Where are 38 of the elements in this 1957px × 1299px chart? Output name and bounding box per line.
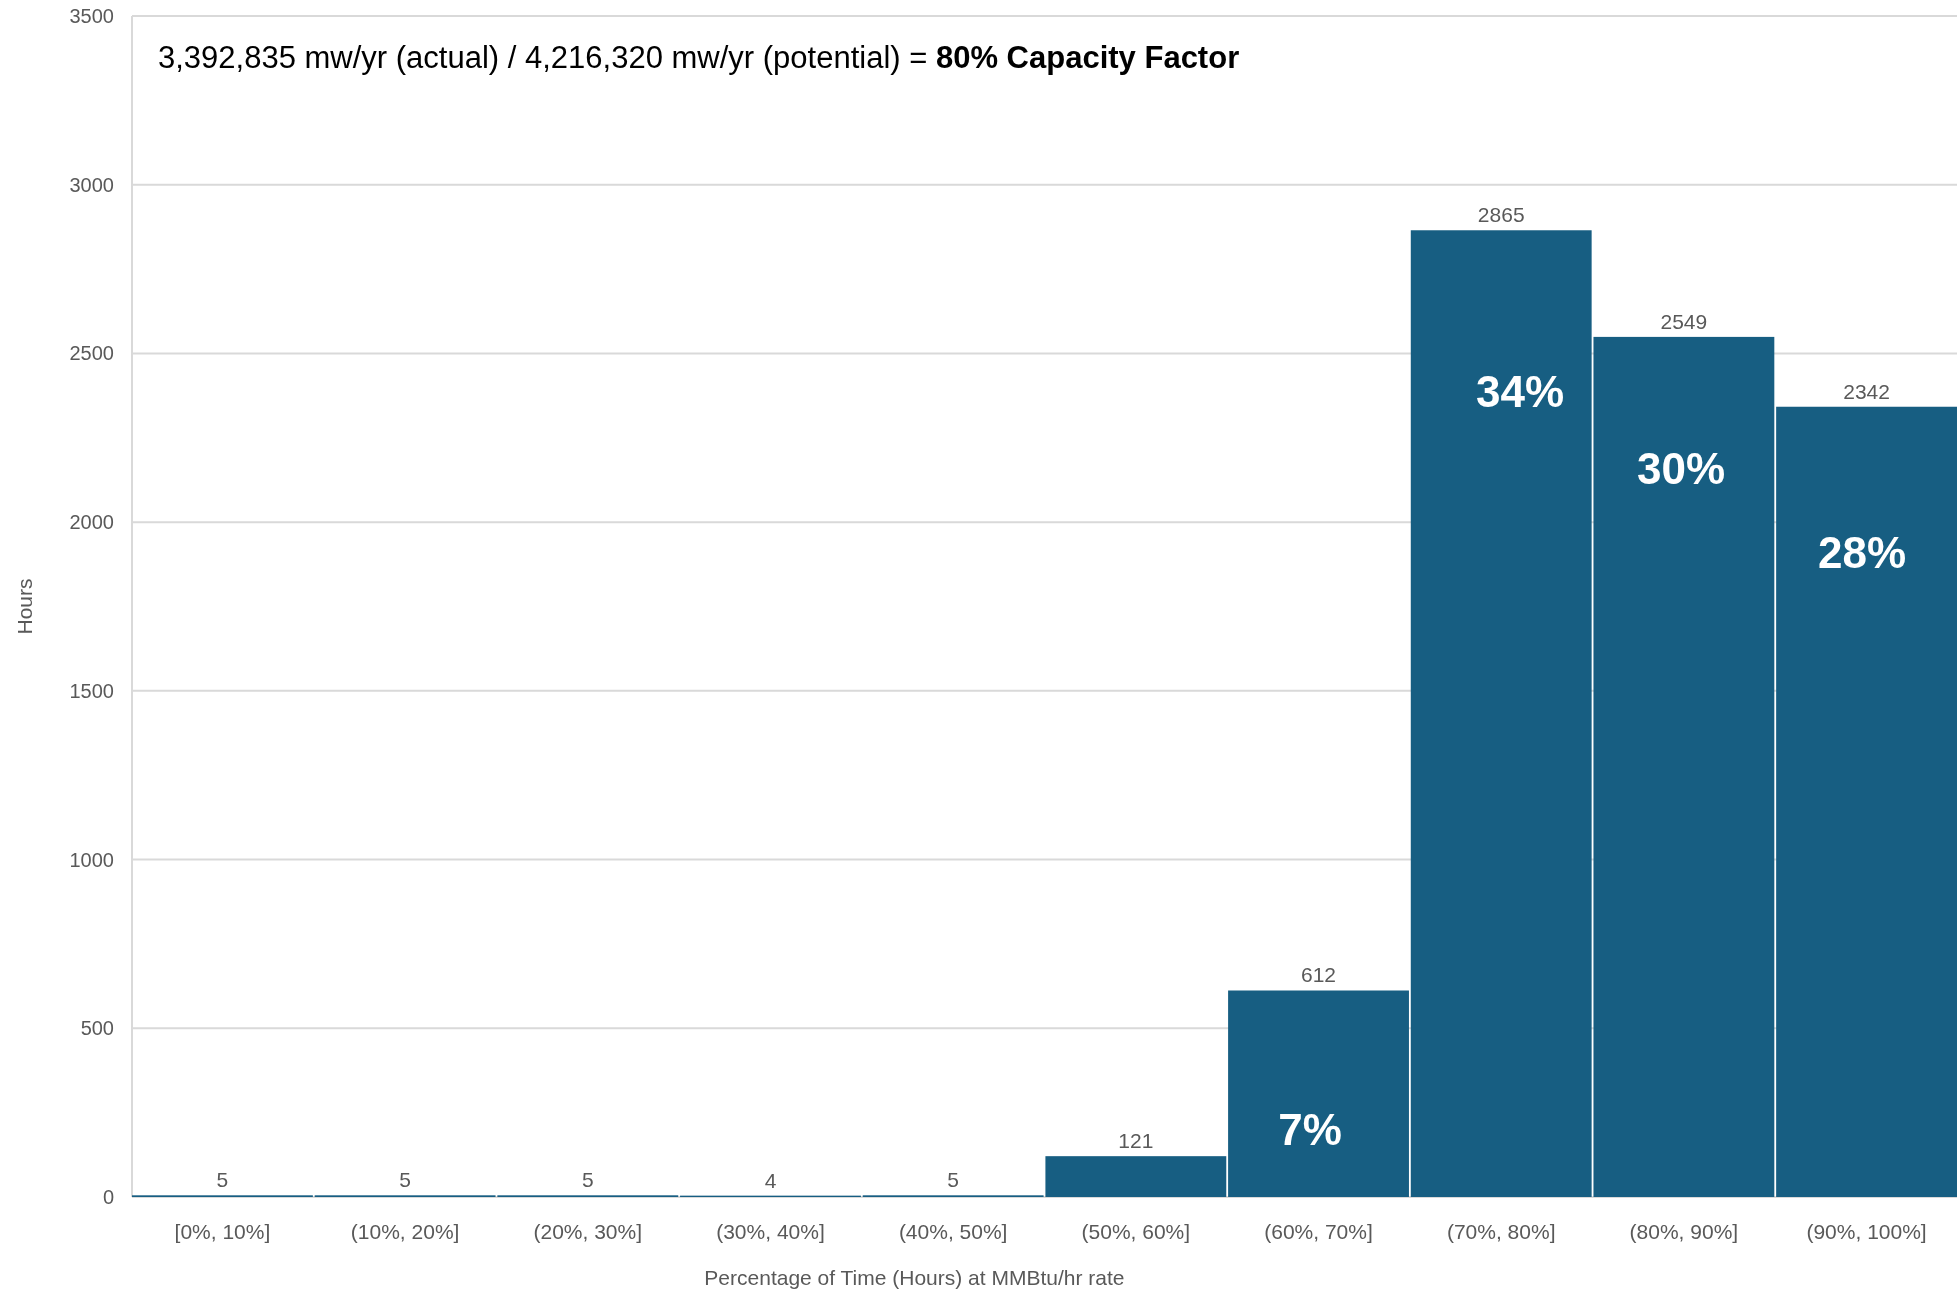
- data-label: 2342: [1843, 379, 1890, 403]
- y-tick-label: 3000: [69, 173, 114, 196]
- y-tick-label: 2500: [69, 342, 114, 365]
- data-label: 5: [947, 1168, 959, 1192]
- x-tick-label: (80%, 90%]: [1629, 1220, 1739, 1243]
- annotation: 30%: [1636, 444, 1726, 494]
- y-tick-label: 1500: [69, 679, 114, 702]
- y-axis-title: Hours: [13, 578, 36, 635]
- data-label: 2865: [1477, 203, 1525, 227]
- x-tick-label: (20%, 30%]: [533, 1220, 643, 1243]
- x-tick-label: (30%, 40%]: [716, 1220, 825, 1243]
- y-tick-label: 3500: [69, 5, 114, 27]
- text: 80% Capacity Factor: [927, 40, 1240, 75]
- annotation: 34%: [1475, 367, 1565, 417]
- data-label: 5: [216, 1168, 229, 1192]
- y-tick-label: 2000: [69, 511, 114, 534]
- y-tick-label: 500: [80, 1017, 114, 1040]
- bar: [1776, 406, 1957, 1197]
- x-axis-title: Percentage of Time (Hours) at MMBtu/hr rate: [704, 1266, 1125, 1289]
- y-tick-label: 1000: [69, 848, 114, 871]
- x-tick-label: (60%, 70%]: [1264, 1220, 1373, 1243]
- data-label: 5: [399, 1168, 411, 1192]
- data-label: 2549: [1660, 309, 1708, 333]
- data-label: 612: [1301, 963, 1337, 987]
- annotation: 7%: [1278, 1105, 1342, 1155]
- data-label: 121: [1118, 1129, 1154, 1153]
- data-label: 4: [764, 1168, 777, 1192]
- text: 3,392,835 mw/yr (actual) / 4,216,320 mw/yr (potential) =: [158, 40, 928, 75]
- x-tick-label: [0%, 10%]: [174, 1220, 271, 1243]
- x-tick-label: (40%, 50%]: [898, 1220, 1008, 1243]
- x-tick-label: (50%, 60%]: [1081, 1220, 1191, 1243]
- bar: [1228, 990, 1409, 1197]
- data-label: 5: [581, 1168, 594, 1192]
- x-tick-label: (10%, 20%]: [350, 1220, 460, 1243]
- y-tick-label: 0: [102, 1186, 114, 1208]
- annotation: 28%: [1817, 528, 1907, 578]
- x-tick-label: (70%, 80%]: [1446, 1220, 1556, 1243]
- x-tick-label: (90%, 100%]: [1806, 1220, 1927, 1243]
